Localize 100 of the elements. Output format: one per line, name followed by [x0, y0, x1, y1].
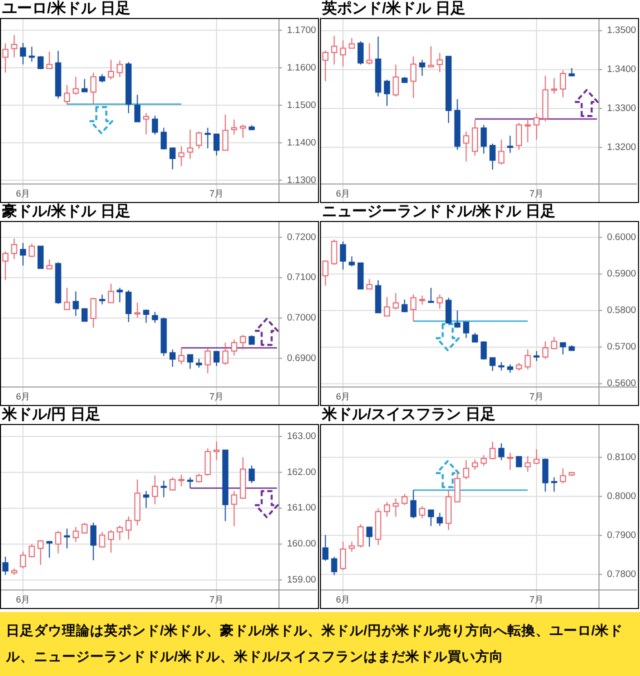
- candlestick: [72, 76, 79, 96]
- candlestick: [64, 528, 70, 549]
- candlestick: [72, 290, 79, 316]
- candlestick: [331, 239, 338, 266]
- candlestick: [366, 278, 372, 290]
- candlestick: [222, 114, 228, 151]
- y-tick-label: 0.7800: [607, 568, 636, 580]
- candlestick: [322, 534, 328, 562]
- candlestick: [436, 512, 443, 527]
- candlestick: [90, 297, 96, 328]
- candlestick: [20, 42, 26, 65]
- candlestick: [213, 134, 220, 156]
- candlestick: [551, 476, 558, 492]
- x-tick-label: 7月: [530, 391, 544, 402]
- candlestick: [542, 340, 548, 360]
- y-tick-label: 0.5800: [607, 305, 636, 316]
- y-tick-label: 1.1300: [287, 174, 316, 186]
- candlestick: [392, 498, 399, 518]
- candlestick: [187, 354, 194, 370]
- chart-title: 米ドル/スイスフラン 日足: [320, 406, 496, 424]
- x-tick-label: 6月: [16, 391, 30, 402]
- candlestick: [64, 287, 70, 310]
- candlestick: [116, 60, 123, 78]
- candlestick: [392, 292, 399, 310]
- candlestick: [366, 42, 372, 66]
- candlestick: [28, 243, 35, 258]
- candlestick: [160, 127, 167, 150]
- candlestick: [402, 299, 408, 312]
- candlestick: [99, 294, 106, 305]
- y-tick-label: 162.00: [287, 466, 316, 478]
- x-tick-label: 6月: [336, 188, 350, 198]
- y-tick-label: 160.00: [287, 538, 316, 550]
- candlestick: [322, 50, 328, 82]
- candlestick: [82, 78, 88, 92]
- candlestick: [348, 256, 355, 267]
- candlestick: [463, 460, 470, 480]
- candlestick: [204, 448, 211, 476]
- x-tick-label: 7月: [530, 188, 544, 198]
- y-tick-label: 161.00: [287, 502, 316, 514]
- candlestick: [152, 115, 158, 135]
- candlestick: [99, 531, 106, 548]
- candlestick: [248, 465, 255, 484]
- candlestick: [178, 474, 184, 487]
- x-tick-label: 7月: [530, 594, 544, 604]
- y-tick-label: 0.5700: [607, 342, 636, 353]
- candlestick: [90, 72, 96, 104]
- candlestick: [187, 476, 194, 489]
- candlestick: [436, 52, 443, 73]
- candlestick: [446, 297, 452, 324]
- x-tick-label: 6月: [16, 594, 30, 604]
- candlestick: [384, 296, 390, 317]
- candlestick: [108, 530, 114, 554]
- candlestick: [454, 310, 460, 328]
- candlestick: [240, 124, 246, 138]
- candlestick: [410, 294, 416, 322]
- candlestick: [231, 490, 238, 527]
- candlestick: [196, 131, 202, 150]
- candlestick: [410, 490, 416, 519]
- y-tick-label: 1.3500: [607, 25, 636, 36]
- chart-title: ユーロ/米ドル 日足: [1, 0, 132, 18]
- candlestick: [480, 454, 487, 466]
- y-tick-label: 0.6000: [607, 232, 636, 243]
- candlestick: [551, 78, 558, 94]
- x-tick-label: 6月: [16, 188, 30, 198]
- y-tick-label: 0.7200: [287, 232, 316, 243]
- candlestick: [126, 290, 132, 323]
- candlestick: [170, 476, 176, 492]
- candlestick: [72, 526, 79, 542]
- candlestick: [160, 480, 167, 498]
- candlestick: [507, 452, 514, 470]
- candlestick: [116, 524, 123, 541]
- candlestick: [533, 448, 540, 465]
- y-tick-label: 0.8000: [607, 490, 636, 502]
- chart-title: 米ドル/円 日足: [0, 406, 102, 424]
- candlestick: [551, 336, 558, 350]
- candlestick: [436, 294, 443, 310]
- candlestick: [231, 338, 238, 356]
- candlestick: [108, 59, 114, 80]
- y-tick-label: 159.00: [287, 574, 316, 586]
- y-tick-label: 0.5900: [607, 268, 636, 280]
- candlestick: [340, 40, 346, 67]
- text: 日足ダウ理論は英ポンド/米ドル、豪ドル/米ドル、米ドル/円が米ドル売り方向へ転換、ユーロ/米ドル、ニュージーランドドル/米ドル、米ドル/スイスフランはまだ米ドル買い方向: [0, 612, 640, 676]
- candlestick: [240, 334, 246, 350]
- candlestick: [143, 309, 150, 324]
- candlestick: [46, 259, 52, 270]
- candlestick: [187, 129, 194, 160]
- candlestick: [524, 456, 531, 472]
- chart-title: ニュージーランドドル/米ドル 日足: [321, 203, 556, 221]
- candlestick: [116, 287, 123, 303]
- candlestick: [419, 295, 426, 306]
- candlestick: [498, 139, 504, 166]
- candlestick: [178, 146, 184, 166]
- candlestick: [143, 490, 150, 508]
- candlestick: [428, 510, 434, 527]
- candlestick: [204, 127, 211, 149]
- candlestick: [524, 348, 531, 370]
- y-tick-label: 0.5600: [607, 378, 636, 390]
- candlestick: [454, 471, 460, 502]
- candlestick: [170, 348, 176, 368]
- candlestick: [134, 302, 140, 318]
